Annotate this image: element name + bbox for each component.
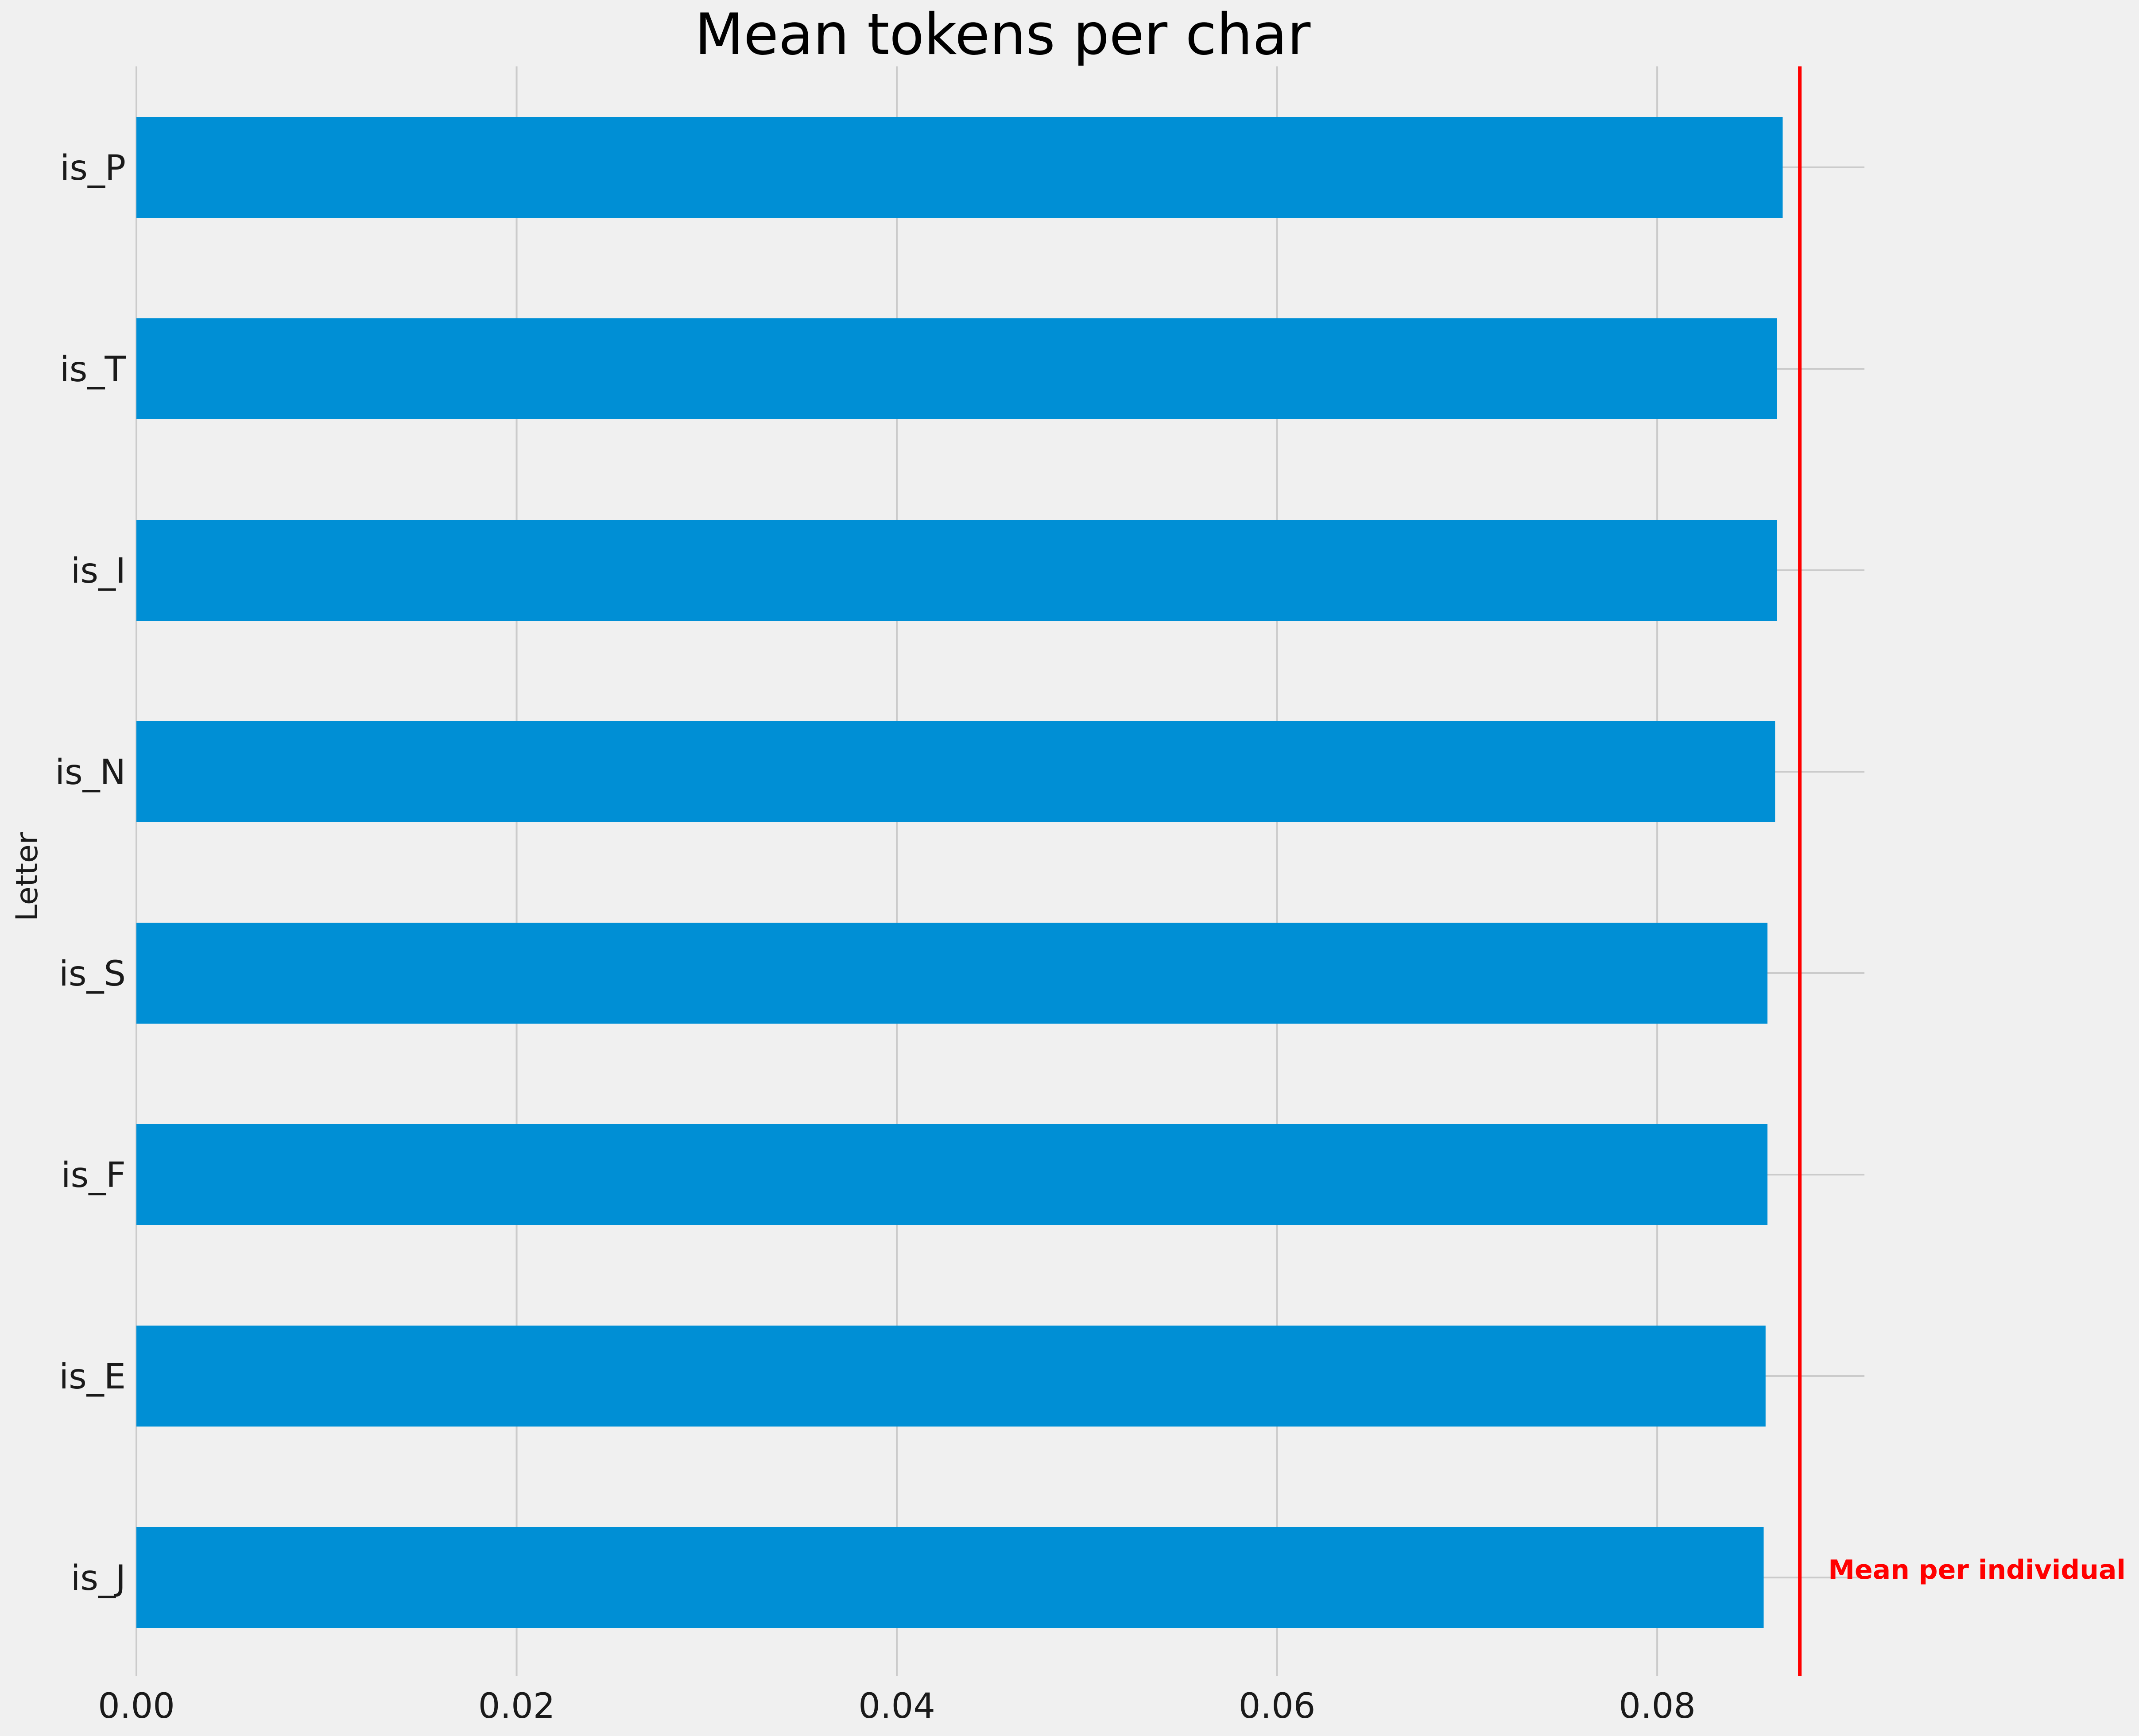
- bar-is_S: [136, 923, 1768, 1024]
- y-tick-label: is_I: [71, 551, 126, 591]
- x-tick-label: 0.00: [98, 1686, 175, 1726]
- y-tick-label: is_E: [59, 1357, 126, 1397]
- y-tick-label: is_F: [61, 1156, 126, 1195]
- bar-layer: [136, 117, 1783, 1628]
- x-tick-label: 0.02: [478, 1686, 555, 1726]
- y-tick-label: is_N: [55, 753, 126, 793]
- x-tick-label: 0.04: [858, 1686, 935, 1726]
- y-tick-label: is_T: [60, 350, 126, 390]
- bar-is_F: [136, 1124, 1768, 1225]
- bar-is_J: [136, 1527, 1764, 1628]
- y-axis-label: Letter: [10, 832, 45, 921]
- y-tick-label: is_S: [59, 954, 126, 994]
- bar-is_E: [136, 1326, 1766, 1427]
- x-tick-label: 0.06: [1239, 1686, 1316, 1726]
- reference-line-label: Mean per individual: [1828, 1554, 2126, 1585]
- chart-title: Mean tokens per char: [695, 2, 1311, 68]
- bar-is_P: [136, 117, 1783, 218]
- bar-is_I: [136, 520, 1777, 621]
- y-tick-label: is_P: [60, 148, 126, 188]
- label-layer: is_P is_T is_I is_N is_S is_F is_E is_J 0.00 0.02…: [55, 148, 1696, 1726]
- bar-is_T: [136, 318, 1777, 419]
- y-tick-label: is_J: [71, 1558, 126, 1598]
- bar-is_N: [136, 721, 1775, 822]
- reference-layer: Mean per individual: [1798, 66, 2126, 1676]
- x-tick-label: 0.08: [1619, 1686, 1696, 1726]
